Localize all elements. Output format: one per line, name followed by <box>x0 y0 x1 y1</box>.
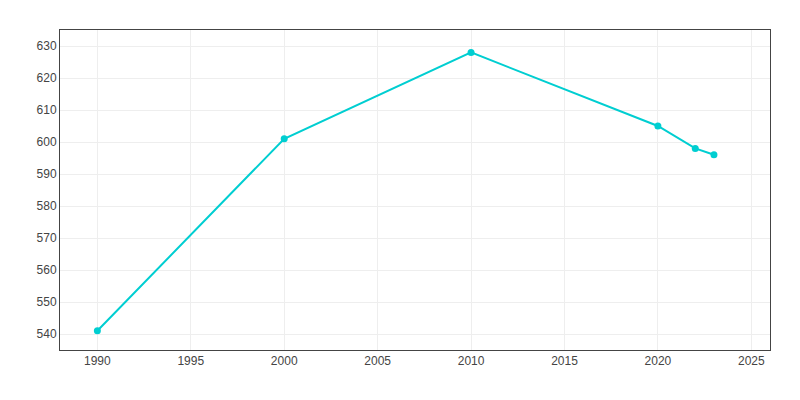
svg-text:580: 580 <box>37 199 57 213</box>
svg-text:620: 620 <box>37 71 57 85</box>
svg-text:2025: 2025 <box>738 354 765 368</box>
svg-text:1995: 1995 <box>177 354 204 368</box>
svg-text:2015: 2015 <box>551 354 578 368</box>
svg-text:550: 550 <box>37 295 57 309</box>
svg-text:1990: 1990 <box>84 354 111 368</box>
svg-text:570: 570 <box>37 231 57 245</box>
svg-text:630: 630 <box>37 39 57 53</box>
svg-text:2010: 2010 <box>458 354 485 368</box>
svg-text:610: 610 <box>37 103 57 117</box>
svg-text:600: 600 <box>37 135 57 149</box>
svg-text:2020: 2020 <box>645 354 672 368</box>
svg-text:2005: 2005 <box>364 354 391 368</box>
svg-text:2000: 2000 <box>271 354 298 368</box>
svg-text:540: 540 <box>37 327 57 341</box>
svg-text:590: 590 <box>37 167 57 181</box>
svg-text:560: 560 <box>37 263 57 277</box>
